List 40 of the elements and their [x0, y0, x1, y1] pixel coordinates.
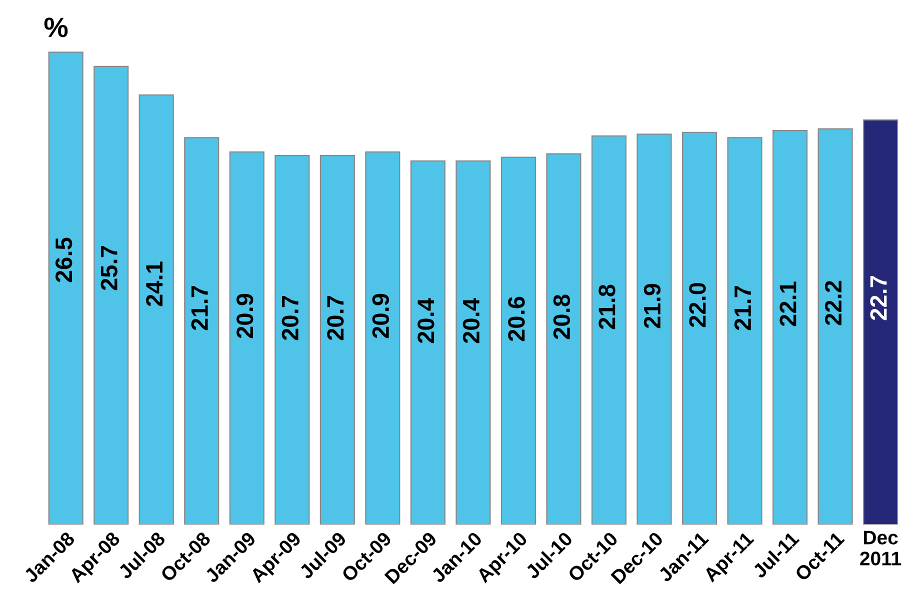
bar — [410, 160, 446, 525]
data-label: 21.9 — [644, 284, 661, 328]
bar — [138, 94, 174, 525]
data-label: 20.7 — [282, 296, 298, 340]
data-label: 20.8 — [553, 294, 570, 340]
bar — [772, 130, 808, 525]
bar — [682, 132, 718, 525]
bar — [500, 156, 536, 525]
data-label: 25.7 — [100, 246, 118, 290]
data-label: 22.2 — [824, 280, 842, 326]
bar — [546, 153, 582, 525]
bar — [636, 134, 672, 525]
bar — [320, 155, 355, 525]
bar — [727, 137, 762, 525]
bar — [863, 119, 898, 525]
data-label: 20.4 — [418, 298, 434, 344]
data-label: 26.5 — [55, 238, 72, 282]
bar — [48, 52, 84, 525]
data-label: 21.7 — [734, 286, 751, 330]
bar — [184, 137, 220, 525]
data-label: 24.1 — [146, 262, 162, 306]
bar — [456, 160, 491, 525]
data-label: 20.9 — [372, 294, 390, 338]
bar — [591, 135, 627, 525]
bar — [94, 66, 129, 525]
bar — [365, 151, 400, 525]
data-label: 22.0 — [689, 282, 706, 328]
data-label: 21.7 — [191, 286, 208, 330]
data-label: 20.9 — [236, 294, 254, 338]
bar — [274, 155, 310, 525]
bar — [818, 128, 853, 525]
y-axis-title: % — [44, 18, 68, 38]
x-tick-label: Dec 2011 — [860, 530, 902, 566]
data-label: 22.1 — [780, 282, 796, 326]
data-label: 22.7 — [870, 276, 887, 320]
data-label: 21.8 — [598, 284, 616, 330]
data-label: 20.6 — [508, 296, 525, 342]
bar — [229, 151, 264, 525]
data-label: 20.4 — [462, 298, 480, 344]
data-label: 20.7 — [327, 296, 344, 340]
